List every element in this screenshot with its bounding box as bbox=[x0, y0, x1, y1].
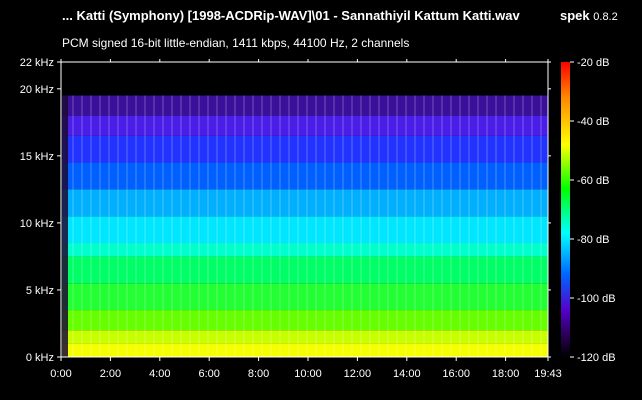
y-tick-label-4: 20 kHz bbox=[20, 84, 54, 96]
spectrum-texture bbox=[62, 95, 548, 357]
x-tick-label-4: 8:00 bbox=[248, 368, 269, 380]
axes: 0:00 2:00 4:00 6:00 8:00 10:00 12:00 14:00 16:00… bbox=[20, 57, 562, 380]
y-tick-label-0: 0 kHz bbox=[26, 352, 54, 364]
y-tick-label-1: 5 kHz bbox=[26, 285, 54, 297]
colorbar: -20 dB -40 dB -60 dB -80 dB -100 dB -120 dB bbox=[561, 57, 616, 364]
colorbar-label-0: -20 dB bbox=[577, 57, 609, 69]
x-tick-label-10: 19:43 bbox=[534, 368, 562, 380]
plot-frame bbox=[60, 61, 549, 358]
file-title: ... Katti (Symphony) [1998-ACDRip-WAV]\0… bbox=[62, 8, 520, 23]
y-tick-label-2: 10 kHz bbox=[20, 218, 54, 230]
x-tick-label-1: 2:00 bbox=[100, 368, 121, 380]
colorbar-label-3: -80 dB bbox=[577, 234, 609, 246]
colorbar-label-4: -100 dB bbox=[577, 293, 616, 305]
x-tick-label-7: 14:00 bbox=[393, 368, 421, 380]
colorbar-label-1: -40 dB bbox=[577, 116, 609, 128]
app-name-label: spek bbox=[560, 8, 590, 23]
y-tick-label-3: 15 kHz bbox=[20, 151, 54, 163]
y-tick-label-5: 22 kHz bbox=[20, 57, 54, 69]
app-name: spek 0.8.2 bbox=[560, 8, 618, 23]
spectrum-band-12 bbox=[62, 62, 548, 96]
colorbar-label-5: -120 dB bbox=[577, 352, 616, 364]
x-tick-label-0: 0:00 bbox=[50, 368, 71, 380]
x-tick-label-3: 6:00 bbox=[198, 368, 219, 380]
colorbar-label-2: -60 dB bbox=[577, 175, 609, 187]
spectrogram-plot bbox=[61, 62, 548, 357]
app-version: 0.8.2 bbox=[593, 11, 618, 23]
x-tick-label-2: 4:00 bbox=[149, 368, 170, 380]
x-tick-label-8: 16:00 bbox=[442, 368, 470, 380]
spectrum-intro bbox=[62, 95, 68, 357]
audio-format-info: PCM signed 16-bit little-endian, 1411 kb… bbox=[62, 36, 410, 50]
colorbar-gradient bbox=[561, 62, 570, 357]
x-tick-label-5: 10:00 bbox=[294, 368, 322, 380]
x-tick-label-6: 12:00 bbox=[344, 368, 372, 380]
x-tick-label-9: 18:00 bbox=[492, 368, 520, 380]
